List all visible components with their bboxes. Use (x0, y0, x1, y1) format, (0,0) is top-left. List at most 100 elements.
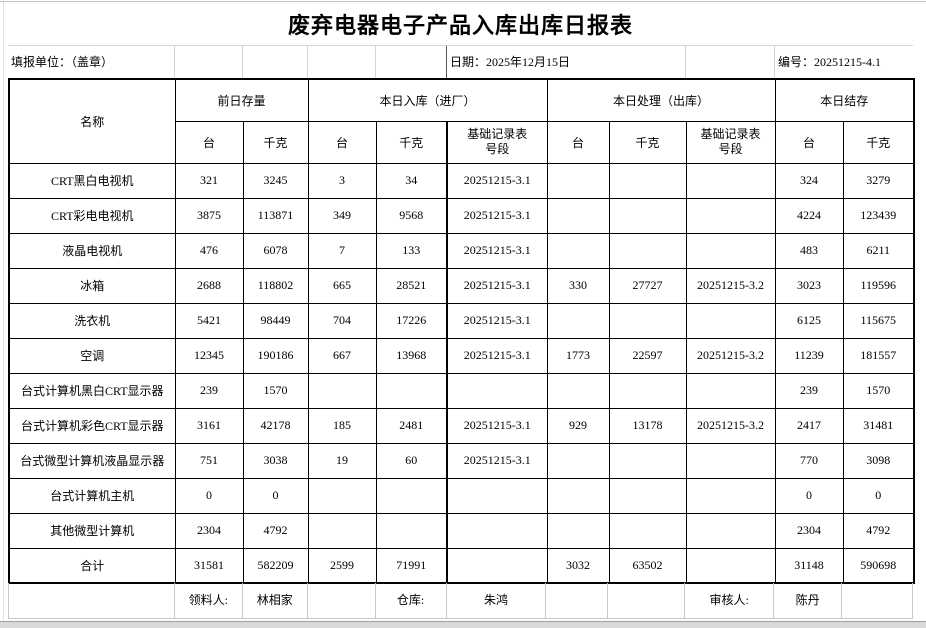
value-cell: 239 (774, 372, 844, 409)
value-cell: 0 (242, 477, 309, 514)
value-cell (546, 232, 610, 269)
table-row: 台式计算机黑白CRT显示器 239 1570 239 1570 (8, 372, 915, 409)
row-name-cell: 洗衣机 (8, 302, 176, 339)
value-cell: 20251215-3.1 (446, 337, 548, 374)
row-name-cell: CRT彩电电视机 (8, 197, 176, 234)
report-code-label: 编号：20251215-4.1 (774, 46, 913, 78)
value-cell: 20251215-3.1 (446, 267, 548, 304)
table-row: CRT彩电电视机 3875 113871 349 9568 20251215-3.1 422… (8, 197, 915, 234)
value-cell (546, 442, 610, 479)
warehouse-keeper-name: 朱鸿 (447, 583, 547, 618)
footer-empty-cell (842, 583, 913, 618)
row-name-cell: 台式计算机主机 (8, 477, 176, 514)
value-cell: 3 (307, 162, 377, 199)
value-cell: 31481 (842, 407, 915, 444)
info-empty-cell (375, 46, 446, 78)
table-row: 台式计算机彩色CRT显示器 3161 42178 185 2481 20251215-3.… (8, 407, 915, 444)
table-row: 冰箱 2688 118802 665 28521 20251215-3.1 330 27727… (8, 267, 915, 304)
info-empty-cell (174, 46, 242, 78)
value-cell: 3038 (242, 442, 309, 479)
group-header-today-inbound: 本日入库（进厂） (307, 78, 548, 122)
value-cell: 751 (174, 442, 244, 479)
value-cell: 6078 (242, 232, 309, 269)
value-cell: 118802 (242, 267, 309, 304)
value-cell: 20251215-3.2 (685, 407, 776, 444)
value-cell: 3023 (774, 267, 844, 304)
reporting-unit-label: 填报单位：（盖章） (11, 55, 114, 69)
subheader-units: 台 (774, 120, 844, 164)
column-header-name: 名称 (8, 78, 176, 164)
value-cell: 3875 (174, 197, 244, 234)
value-cell: 0 (774, 477, 844, 514)
value-cell: 330 (546, 267, 610, 304)
value-cell: 119596 (842, 267, 915, 304)
row-name-cell: 合计 (8, 547, 176, 584)
value-cell: 770 (774, 442, 844, 479)
value-cell: 0 (174, 477, 244, 514)
value-cell: 4792 (242, 512, 309, 549)
value-cell: 20251215-3.1 (446, 232, 548, 269)
value-cell (375, 372, 448, 409)
table-header: 名称 前日存量 本日入库（进厂） 本日处理（出库） 本日结存 台 千克 台 千克… (8, 78, 915, 164)
value-cell (446, 477, 548, 514)
value-cell (307, 372, 377, 409)
value-cell: 123439 (842, 197, 915, 234)
subheader-record-number: 基础记录表 号段 (685, 120, 776, 164)
value-cell (546, 302, 610, 339)
picker-name: 林相家 (243, 583, 308, 618)
picker-label: 领料人: (175, 583, 243, 618)
row-name-cell: CRT黑白电视机 (8, 162, 176, 199)
top-gridline (0, 1, 926, 2)
value-cell (685, 302, 776, 339)
value-cell: 1570 (842, 372, 915, 409)
value-cell: 4224 (774, 197, 844, 234)
value-cell: 667 (307, 337, 377, 374)
value-cell (608, 232, 687, 269)
value-cell: 2417 (774, 407, 844, 444)
value-cell: 115675 (842, 302, 915, 339)
info-empty-cell (307, 46, 375, 78)
group-header-today-processed: 本日处理（出库） (546, 78, 776, 122)
value-cell: 3098 (842, 442, 915, 479)
row-name-cell: 台式计算机彩色CRT显示器 (8, 407, 176, 444)
row-name-cell: 其他微型计算机 (8, 512, 176, 549)
value-cell: 0 (842, 477, 915, 514)
value-cell (546, 197, 610, 234)
value-cell: 12345 (174, 337, 244, 374)
value-cell: 324 (774, 162, 844, 199)
value-cell: 20251215-3.1 (446, 197, 548, 234)
value-cell: 2599 (307, 547, 377, 584)
value-cell: 4792 (842, 512, 915, 549)
info-row: 填报单位：（盖章） 日期：2025年12月15日 编号：20251215-4.1 (8, 45, 913, 78)
value-cell: 704 (307, 302, 377, 339)
value-cell (685, 372, 776, 409)
bottom-scrollbar-strip (0, 621, 926, 628)
value-cell (685, 162, 776, 199)
value-cell: 20251215-3.1 (446, 442, 548, 479)
value-cell: 31581 (174, 547, 244, 584)
value-cell: 20251215-3.1 (446, 302, 548, 339)
table-body: CRT黑白电视机 321 3245 3 34 20251215-3.1 324 3279 CRT… (8, 162, 915, 584)
value-cell: 20251215-3.2 (685, 337, 776, 374)
table-row: 液晶电视机 476 6078 7 133 20251215-3.1 483 6211 (8, 232, 915, 269)
footer-empty-cell (546, 583, 609, 618)
value-cell (375, 477, 448, 514)
value-cell: 13178 (608, 407, 687, 444)
value-cell: 321 (174, 162, 244, 199)
value-cell: 6211 (842, 232, 915, 269)
table-row: CRT黑白电视机 321 3245 3 34 20251215-3.1 324 3279 (8, 162, 915, 199)
group-header-previous-stock: 前日存量 (174, 78, 309, 122)
value-cell: 1773 (546, 337, 610, 374)
table-row: 台式微型计算机液晶显示器 751 3038 19 60 20251215-3.1 770 30… (8, 442, 915, 479)
table-row: 其他微型计算机 2304 4792 2304 4792 (8, 512, 915, 549)
value-cell: 113871 (242, 197, 309, 234)
value-cell: 483 (774, 232, 844, 269)
footer-empty-cell (9, 583, 175, 618)
subheader-record-number: 基础记录表 号段 (446, 120, 548, 164)
value-cell: 31148 (774, 547, 844, 584)
value-cell (446, 512, 548, 549)
row-name-cell: 空调 (8, 337, 176, 374)
value-cell: 1570 (242, 372, 309, 409)
value-cell: 190186 (242, 337, 309, 374)
value-cell: 27727 (608, 267, 687, 304)
